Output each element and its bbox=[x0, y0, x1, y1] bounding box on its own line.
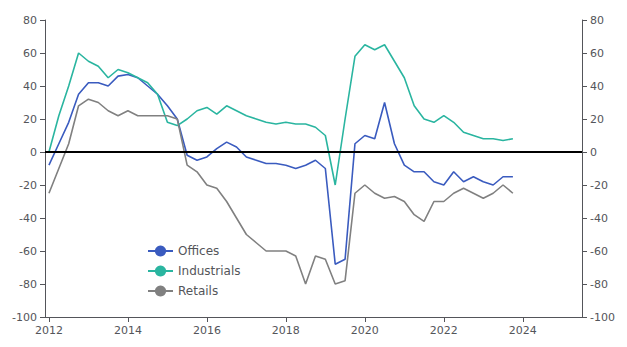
svg-text:0: 0 bbox=[590, 146, 597, 159]
svg-text:2018: 2018 bbox=[272, 324, 300, 337]
svg-text:2022: 2022 bbox=[430, 324, 458, 337]
svg-text:0: 0 bbox=[30, 146, 37, 159]
svg-text:2016: 2016 bbox=[193, 324, 221, 337]
svg-text:2024: 2024 bbox=[509, 324, 537, 337]
svg-text:-60: -60 bbox=[19, 245, 37, 258]
svg-text:Retails: Retails bbox=[178, 284, 218, 298]
svg-text:-20: -20 bbox=[19, 179, 37, 192]
svg-text:2012: 2012 bbox=[35, 324, 63, 337]
svg-text:Industrials: Industrials bbox=[178, 264, 241, 278]
svg-text:60: 60 bbox=[590, 47, 604, 60]
svg-text:-60: -60 bbox=[590, 245, 608, 258]
svg-text:20: 20 bbox=[23, 113, 37, 126]
svg-text:Offices: Offices bbox=[178, 244, 219, 258]
svg-text:-80: -80 bbox=[19, 278, 37, 291]
svg-text:-100: -100 bbox=[12, 311, 37, 324]
svg-text:80: 80 bbox=[590, 14, 604, 27]
svg-text:-40: -40 bbox=[19, 212, 37, 225]
svg-text:40: 40 bbox=[590, 80, 604, 93]
svg-text:-20: -20 bbox=[590, 179, 608, 192]
svg-text:80: 80 bbox=[23, 14, 37, 27]
svg-text:40: 40 bbox=[23, 80, 37, 93]
svg-text:-40: -40 bbox=[590, 212, 608, 225]
svg-text:60: 60 bbox=[23, 47, 37, 60]
svg-text:2014: 2014 bbox=[114, 324, 142, 337]
svg-text:-100: -100 bbox=[590, 311, 615, 324]
svg-text:20: 20 bbox=[590, 113, 604, 126]
svg-text:2020: 2020 bbox=[351, 324, 379, 337]
svg-text:-80: -80 bbox=[590, 278, 608, 291]
